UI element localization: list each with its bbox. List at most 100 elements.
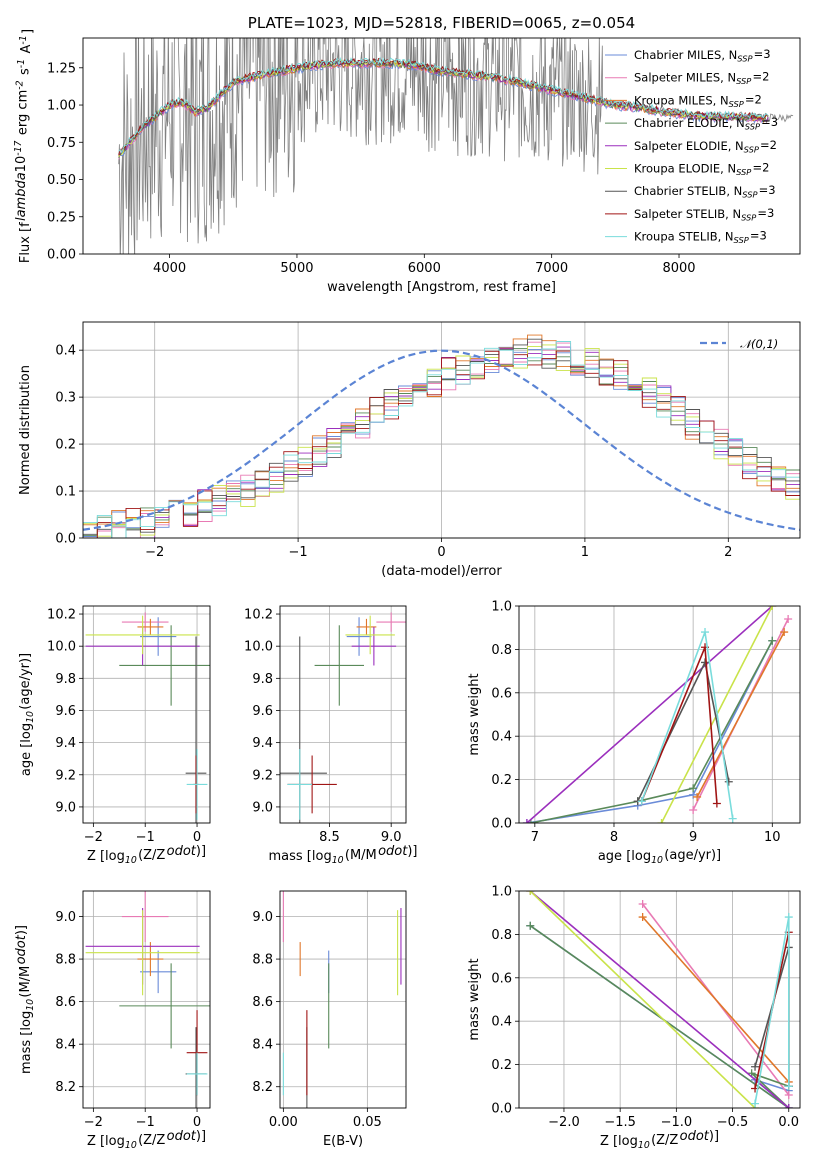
y-tick-label: 0.1	[55, 485, 76, 500]
histogram-3	[83, 334, 800, 538]
x-tick-label: −1	[289, 545, 308, 560]
y-tick-label: 9.6	[55, 704, 76, 719]
y-tick-label: 0.2	[55, 438, 76, 453]
weight-line-3	[696, 631, 785, 798]
legend-label: Salpeter ELODIE, NSSP =2	[634, 138, 777, 154]
x-tick-label: 7	[531, 830, 539, 845]
weight-marker	[693, 792, 702, 801]
errorbar-point	[356, 618, 377, 635]
errorbar-point	[351, 626, 397, 666]
weight-marker	[751, 1062, 760, 1071]
axes-frame	[279, 605, 407, 824]
x-axis-label: Z [log10 (Z/Z odot)]	[87, 844, 206, 866]
y-tick-label: 8.6	[252, 995, 273, 1010]
errorbar-point	[376, 612, 406, 632]
x-axis-label: wavelength [Angstrom, rest frame]	[327, 280, 556, 295]
weight-marker	[689, 805, 698, 814]
weight-line-5	[526, 606, 773, 823]
y-axis-label: mass weight	[467, 673, 482, 755]
weight-marker	[784, 1090, 793, 1099]
y-tick-label: 1.0	[491, 600, 512, 615]
panel-3: −2 −1 0 9.0 9.2 9.4 9.6 9.8 10.0 10.2 Z [log10 (Z/…	[18, 605, 211, 866]
errorbar-point	[186, 749, 208, 820]
weight-line-1	[526, 640, 774, 823]
x-tick-label: 6000	[408, 261, 441, 276]
errorbar-point	[119, 963, 210, 1049]
y-tick-label: 0.00	[47, 248, 76, 263]
chart-title: PLATE=1023, MJD=52818, FIBERID=0065, z=0…	[248, 14, 635, 32]
weight-marker	[701, 658, 710, 667]
x-axis-label: (data-model)/error	[381, 564, 502, 579]
data-spectrum	[118, 38, 794, 254]
x-tick-label: 0.00	[269, 1115, 298, 1130]
model-spectrum-9	[118, 56, 769, 154]
weight-marker	[657, 819, 666, 823]
plot-area	[282, 891, 402, 1108]
x-tick-label: 8.5	[319, 830, 340, 845]
y-tick-label: 9.2	[252, 768, 273, 783]
plot-area	[280, 612, 406, 823]
errorbar-point	[119, 625, 210, 706]
panel-6: −2 −1 0 8.2 8.4 8.6 8.8 9.0 Z [log10 (Z/Z odot)]…	[14, 890, 211, 1151]
legend-label: Salpeter MILES, NSSP =2	[634, 70, 769, 86]
histogram-9	[83, 341, 800, 538]
weight-marker	[526, 921, 535, 930]
y-tick-label: 0.4	[491, 730, 512, 745]
y-tick-label: 0.0	[491, 1102, 512, 1117]
y-tick-label: 8.8	[55, 953, 76, 968]
weight-marker	[724, 777, 733, 786]
plot-area	[522, 606, 793, 823]
model-spectrum-2	[118, 60, 769, 160]
x-tick-label: 7000	[535, 261, 568, 276]
y-tick-label: 8.6	[55, 995, 76, 1010]
y-tick-label: 9.0	[55, 910, 76, 925]
x-tick-label: 5000	[280, 261, 313, 276]
y-tick-label: 0.0	[55, 532, 76, 547]
x-tick-label: −2	[84, 830, 103, 845]
axes-frame	[518, 890, 801, 1109]
errorbar-point	[346, 617, 372, 656]
x-tick-label: −1.5	[604, 1115, 636, 1130]
y-tick-label: 0.0	[491, 817, 512, 832]
histogram-2	[83, 341, 800, 538]
y-tick-label: 0.50	[47, 173, 76, 188]
weight-marker	[638, 900, 647, 909]
legend-label: Chabrier MILES, NSSP =3	[634, 47, 771, 63]
weight-marker	[712, 799, 721, 808]
y-tick-label: 8.4	[252, 1038, 273, 1053]
weight-line-4	[530, 640, 774, 823]
y-axis-label: age [log10 (age/yr)]	[18, 653, 36, 776]
y-tick-label: 10.2	[47, 608, 76, 623]
y-tick-label: 8.2	[252, 1080, 273, 1095]
errorbar-point	[287, 749, 313, 820]
x-tick-label: 1	[581, 545, 589, 560]
legend-label: Chabrier ELODIE, NSSP =3	[634, 115, 778, 131]
errorbar-point	[186, 1052, 208, 1096]
x-axis-label: mass [log10 (M/M odot)]	[269, 844, 418, 866]
panel-2: 𝒩(0,1) −2 −1 0 1 2 0.0 0.1 0.2 0.3 0.4 (data-model)…	[18, 321, 801, 579]
plot-area	[85, 891, 210, 1108]
y-axis-label: Normed distribution	[18, 365, 33, 495]
x-tick-label: 9.0	[381, 830, 402, 845]
panel-4: 8.5 9.0 9.0 9.2 9.4 9.6 9.8 10.0 10.2 mass [log10…	[244, 605, 418, 866]
legend-label: Kroupa MILES, NSSP =2	[634, 92, 762, 108]
y-tick-label: 8.2	[55, 1080, 76, 1095]
weight-marker	[768, 636, 777, 645]
axes-frame	[279, 890, 407, 1109]
x-tick-label: −0.5	[717, 1115, 749, 1130]
x-tick-label: −1.0	[661, 1115, 693, 1130]
y-tick-label: 9.0	[252, 800, 273, 815]
errorbar-point	[140, 617, 177, 656]
histogram-7	[83, 338, 800, 538]
x-tick-label: 0.0	[778, 1115, 799, 1130]
legend-label: Kroupa STELIB, NSSP =3	[634, 229, 767, 245]
x-tick-label: 8000	[662, 261, 695, 276]
y-tick-label: 0.75	[47, 136, 76, 151]
y-tick-label: 10.0	[244, 640, 273, 655]
x-tick-label: 9	[689, 830, 697, 845]
y-axis-label: mass weight	[467, 958, 482, 1040]
x-tick-label: 2	[724, 545, 732, 560]
plot-area	[526, 891, 793, 1108]
x-tick-label: 4000	[153, 261, 186, 276]
y-tick-label: 8.4	[55, 1038, 76, 1053]
